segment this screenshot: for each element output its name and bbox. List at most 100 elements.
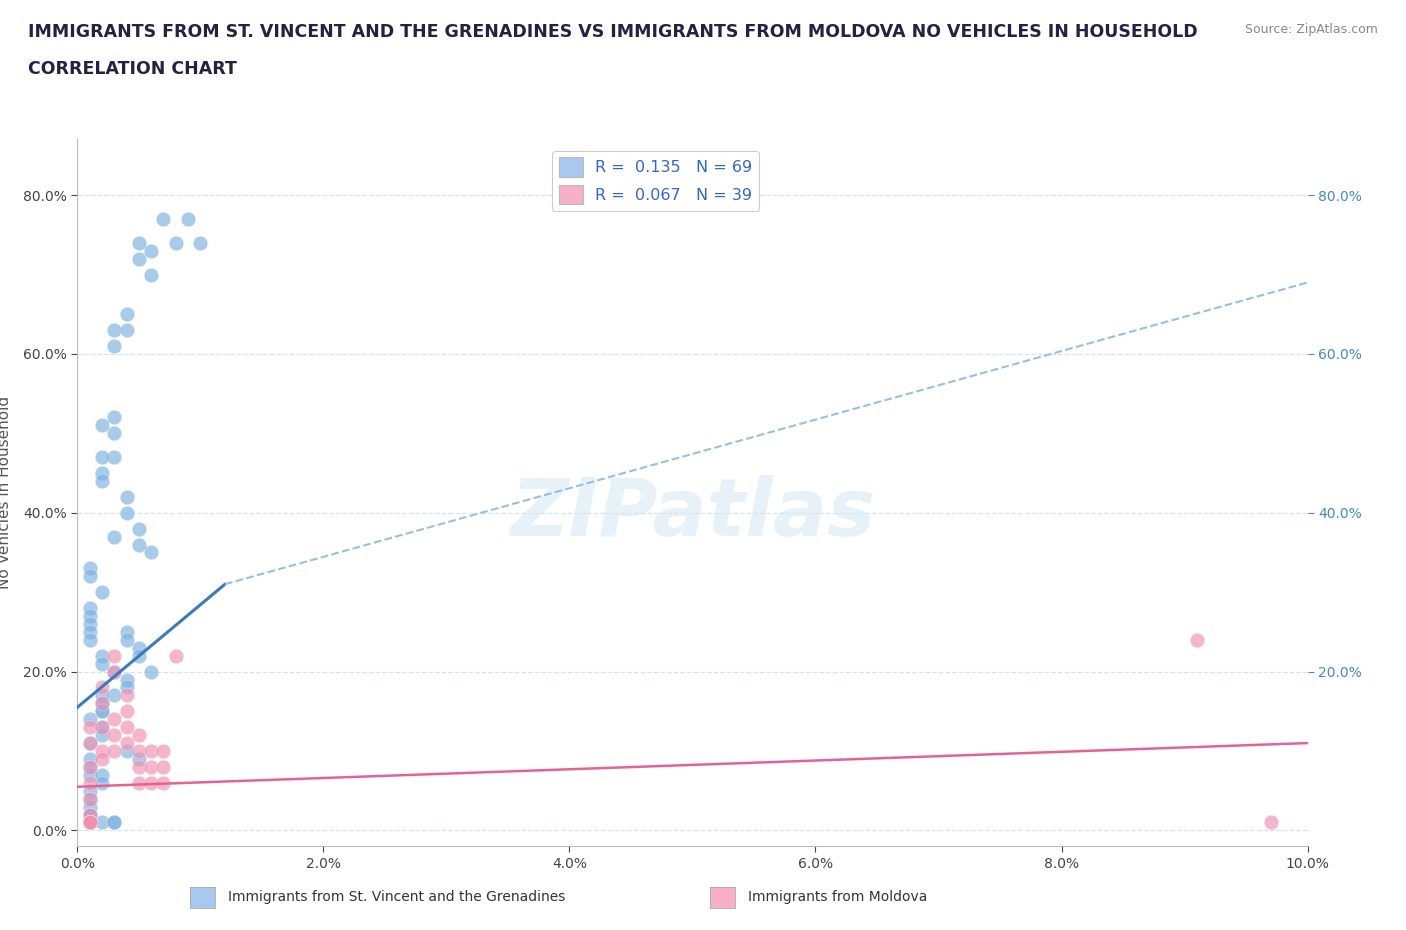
Point xyxy=(103,410,125,425)
Point xyxy=(103,426,125,441)
Point xyxy=(79,791,101,806)
Point xyxy=(79,815,101,830)
Point xyxy=(141,760,163,775)
Point xyxy=(128,251,150,266)
Point xyxy=(90,466,114,481)
Point xyxy=(90,418,114,432)
Point xyxy=(90,751,114,766)
Point xyxy=(90,744,114,759)
Legend: R =  0.135   N = 69, R =  0.067   N = 39: R = 0.135 N = 69, R = 0.067 N = 39 xyxy=(553,151,759,211)
Point xyxy=(79,569,101,584)
Point xyxy=(90,727,114,742)
Text: Immigrants from St. Vincent and the Grenadines: Immigrants from St. Vincent and the Gren… xyxy=(228,890,565,905)
Point xyxy=(79,711,101,726)
Point xyxy=(79,783,101,798)
Point xyxy=(103,529,125,544)
Point xyxy=(115,307,138,322)
Point xyxy=(128,727,150,742)
Point xyxy=(79,791,101,806)
Point xyxy=(128,521,150,536)
Point xyxy=(79,561,101,576)
Point xyxy=(152,776,174,790)
Point xyxy=(128,648,150,663)
Point xyxy=(141,545,163,560)
Point xyxy=(79,815,101,830)
Point xyxy=(79,815,101,830)
Point xyxy=(128,744,150,759)
Point xyxy=(90,450,114,465)
Point xyxy=(177,211,200,226)
Point xyxy=(152,744,174,759)
Point xyxy=(79,760,101,775)
Point xyxy=(79,776,101,790)
Point xyxy=(115,720,138,735)
Point xyxy=(128,235,150,250)
Point xyxy=(90,696,114,711)
Point xyxy=(115,672,138,687)
Point xyxy=(103,648,125,663)
Point xyxy=(79,815,101,830)
Point xyxy=(141,267,163,282)
Point xyxy=(79,807,101,822)
Point xyxy=(115,624,138,639)
Point xyxy=(90,688,114,703)
Point xyxy=(79,760,101,775)
Point xyxy=(90,776,114,790)
Point xyxy=(115,632,138,647)
Point xyxy=(128,641,150,656)
Text: Immigrants from Moldova: Immigrants from Moldova xyxy=(748,890,928,905)
Point xyxy=(152,760,174,775)
Point xyxy=(79,807,101,822)
Point xyxy=(90,696,114,711)
Point xyxy=(79,799,101,814)
Point xyxy=(103,815,125,830)
Point xyxy=(79,815,101,830)
Point xyxy=(128,776,150,790)
Point xyxy=(115,323,138,338)
Text: Source: ZipAtlas.com: Source: ZipAtlas.com xyxy=(1244,23,1378,36)
Point xyxy=(79,767,101,782)
Point xyxy=(115,680,138,695)
Point xyxy=(90,720,114,735)
Point xyxy=(103,688,125,703)
Text: CORRELATION CHART: CORRELATION CHART xyxy=(28,60,238,78)
Point xyxy=(188,235,212,250)
Point xyxy=(115,688,138,703)
Point xyxy=(90,815,114,830)
Point xyxy=(103,815,125,830)
Point xyxy=(128,760,150,775)
Point xyxy=(90,585,114,600)
Point xyxy=(90,680,114,695)
Point xyxy=(90,657,114,671)
Point xyxy=(79,807,101,822)
Point xyxy=(79,815,101,830)
Point xyxy=(79,601,101,616)
Point xyxy=(103,323,125,338)
Point xyxy=(103,450,125,465)
Point xyxy=(103,727,125,742)
Point xyxy=(79,736,101,751)
Point xyxy=(90,767,114,782)
Point xyxy=(90,473,114,488)
Point xyxy=(128,538,150,552)
Point xyxy=(115,736,138,751)
Point xyxy=(152,211,174,226)
Point xyxy=(103,664,125,679)
Point xyxy=(1185,632,1208,647)
Point xyxy=(115,505,138,520)
Point xyxy=(103,664,125,679)
Point xyxy=(103,339,125,353)
Point xyxy=(79,617,101,631)
Point xyxy=(79,751,101,766)
Point xyxy=(79,624,101,639)
Text: IMMIGRANTS FROM ST. VINCENT AND THE GRENADINES VS IMMIGRANTS FROM MOLDOVA NO VEH: IMMIGRANTS FROM ST. VINCENT AND THE GREN… xyxy=(28,23,1198,41)
Point xyxy=(79,720,101,735)
Point xyxy=(90,648,114,663)
Point xyxy=(128,751,150,766)
Y-axis label: No Vehicles in Household: No Vehicles in Household xyxy=(0,396,11,590)
Point xyxy=(141,664,163,679)
Point xyxy=(90,704,114,719)
Point xyxy=(79,608,101,623)
Point xyxy=(79,815,101,830)
Point xyxy=(1260,815,1282,830)
